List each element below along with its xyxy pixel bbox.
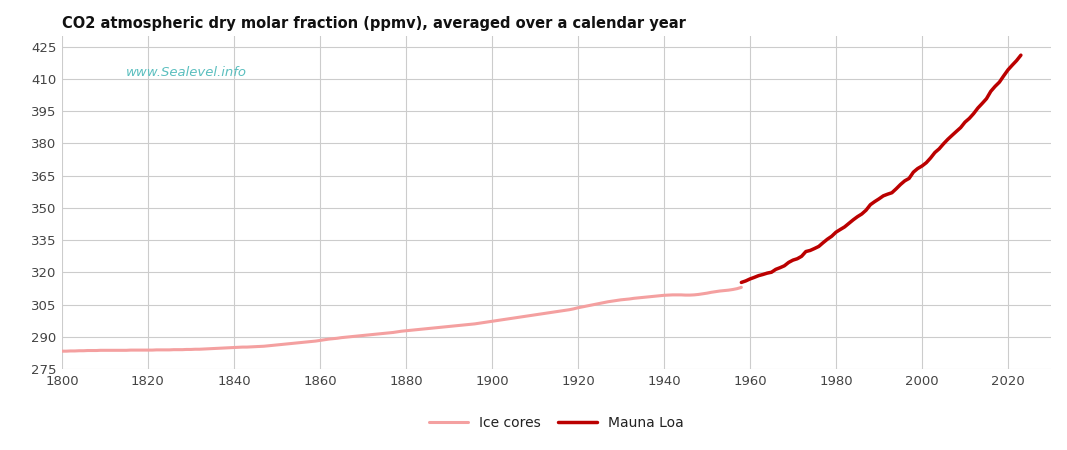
Ice cores	[275, 342, 288, 347]
Text: www.Sealevel.info: www.Sealevel.info	[126, 66, 248, 79]
Mauna Loa	[954, 125, 967, 130]
Mauna Loa	[856, 212, 869, 217]
Ice cores	[244, 344, 257, 350]
Mauna Loa	[1015, 53, 1028, 58]
Ice cores	[490, 318, 503, 324]
Mauna Loa	[821, 237, 833, 242]
Ice cores	[551, 309, 563, 315]
Ice cores	[55, 348, 68, 354]
Mauna Loa	[803, 248, 816, 253]
Legend: Ice cores, Mauna Loa: Ice cores, Mauna Loa	[424, 410, 689, 435]
Mauna Loa	[778, 263, 791, 269]
Line: Mauna Loa: Mauna Loa	[742, 55, 1021, 283]
Ice cores	[327, 336, 339, 342]
Ice cores	[735, 285, 748, 290]
Line: Ice cores: Ice cores	[62, 288, 742, 351]
Text: CO2 atmospheric dry molar fraction (ppmv), averaged over a calendar year: CO2 atmospheric dry molar fraction (ppmv…	[62, 16, 686, 31]
Mauna Loa	[993, 80, 1006, 85]
Mauna Loa	[735, 280, 748, 285]
Ice cores	[627, 296, 640, 301]
